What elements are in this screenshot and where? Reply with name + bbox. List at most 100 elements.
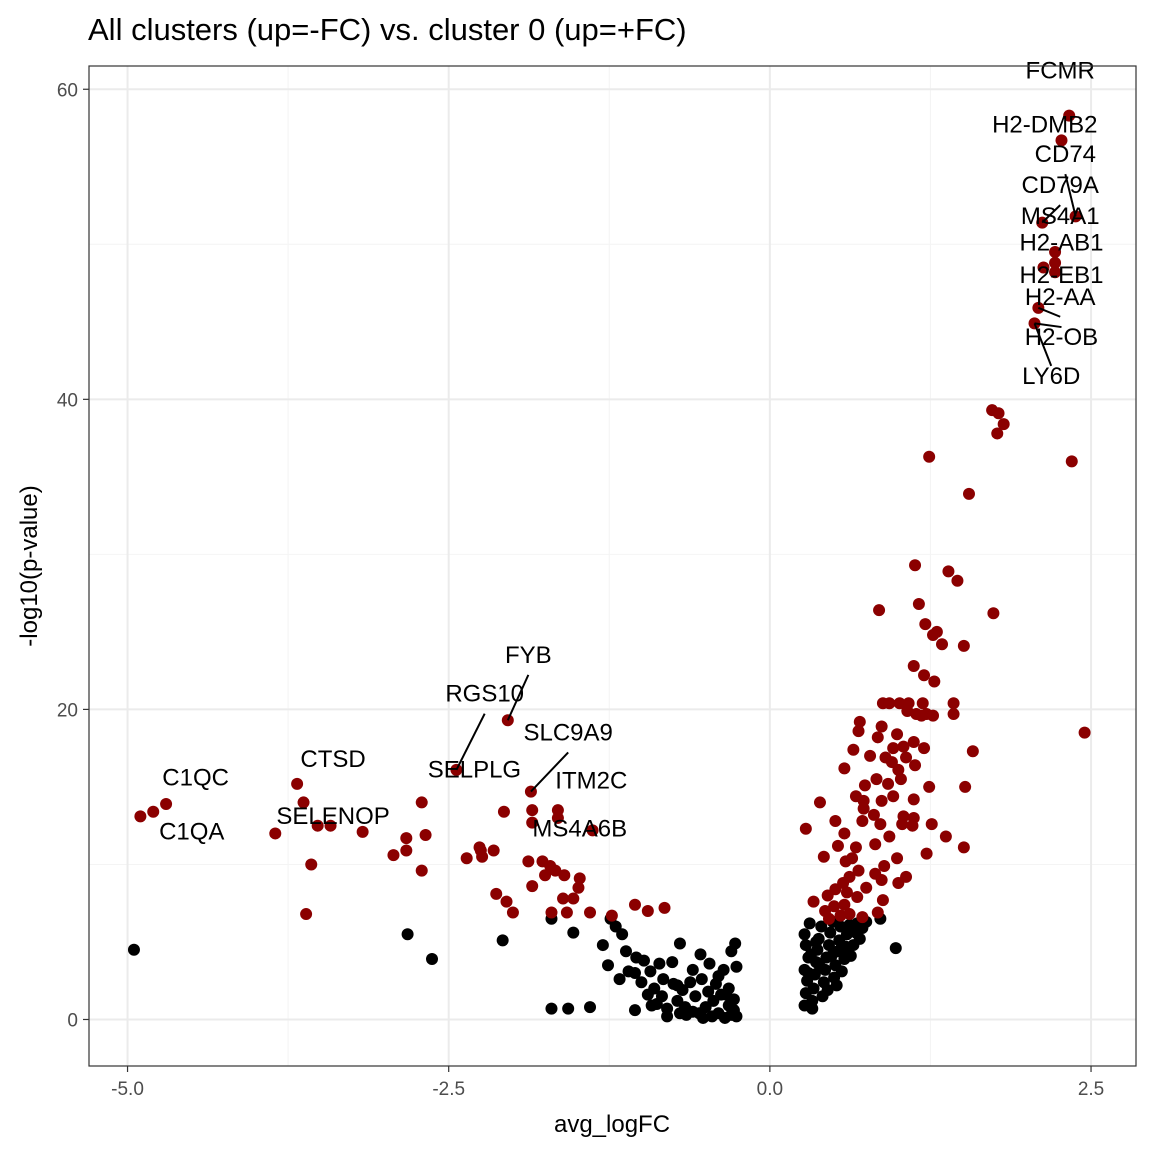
data-point-significant: [882, 777, 895, 790]
data-point-not-significant: [644, 965, 657, 978]
data-point-significant: [997, 418, 1010, 431]
data-point-significant: [947, 697, 960, 710]
gene-label: FCMR: [1026, 57, 1095, 84]
data-point-not-significant: [807, 982, 820, 995]
data-point-significant: [916, 697, 929, 710]
gene-label: LY6D: [1022, 363, 1080, 390]
gene-label: SELENOP: [276, 803, 389, 830]
data-point-significant: [870, 773, 883, 786]
data-point-significant: [838, 898, 851, 911]
data-point-significant: [821, 889, 834, 902]
data-point-significant: [828, 900, 841, 913]
y-axis-title: -log10(p-value): [16, 485, 43, 646]
data-point-significant: [269, 827, 282, 840]
data-point-not-significant: [684, 976, 697, 989]
x-axis-title: avg_logFC: [554, 1111, 670, 1138]
data-point-significant: [942, 565, 955, 578]
data-point-significant: [876, 894, 889, 907]
data-point-significant: [526, 804, 539, 817]
data-point-significant: [907, 793, 920, 806]
data-point-significant: [909, 559, 922, 572]
data-point-not-significant: [822, 939, 835, 952]
data-point-not-significant: [712, 1007, 725, 1020]
gene-label: C1QA: [159, 819, 224, 846]
data-point-not-significant: [729, 937, 742, 950]
data-point-significant: [858, 779, 871, 792]
data-point-not-significant: [426, 953, 439, 966]
data-point-significant: [875, 720, 888, 733]
data-point-not-significant: [689, 990, 702, 1003]
leader-line: [455, 713, 486, 771]
data-point-significant: [1049, 246, 1062, 259]
data-point-significant: [291, 777, 304, 790]
data-point-significant: [883, 830, 896, 843]
data-point-significant: [887, 742, 900, 755]
leader-line: [1064, 173, 1077, 217]
data-point-significant: [834, 909, 847, 922]
data-point-significant: [1065, 455, 1078, 468]
leader-line: [506, 674, 530, 721]
data-point-not-significant: [804, 948, 817, 961]
data-point-significant: [927, 709, 940, 722]
data-point-not-significant: [657, 973, 670, 986]
data-point-significant: [919, 618, 932, 631]
data-point-not-significant: [802, 966, 815, 979]
data-point-not-significant: [853, 932, 866, 945]
data-point-significant: [586, 824, 599, 837]
data-point-significant: [856, 815, 869, 828]
data-point-significant: [839, 855, 852, 868]
data-point-significant: [560, 906, 573, 919]
data-point-significant: [900, 751, 913, 764]
data-point-significant: [1063, 109, 1076, 122]
data-point-significant: [460, 852, 473, 865]
data-point-significant: [867, 808, 880, 821]
data-point-significant: [923, 450, 936, 463]
data-point-not-significant: [667, 977, 680, 990]
y-tick-label: 20: [57, 700, 78, 721]
gene-label: ITM2C: [555, 767, 627, 794]
data-point-significant: [160, 797, 173, 810]
data-point-significant: [838, 762, 851, 775]
data-point-significant: [1037, 261, 1050, 274]
data-point-significant: [966, 745, 979, 758]
data-point-not-significant: [806, 1002, 819, 1015]
data-point-not-significant: [619, 945, 632, 958]
data-point-significant: [297, 796, 310, 809]
data-point-significant: [875, 873, 888, 886]
data-point-not-significant: [645, 999, 658, 1012]
gene-label: H2-DMB2: [992, 112, 1097, 139]
data-point-significant: [957, 639, 970, 652]
data-point-significant: [415, 796, 428, 809]
x-axis: -5.0 -2.5 0.0 2.5: [111, 1066, 1104, 1100]
data-point-significant: [892, 763, 905, 776]
data-point-significant: [927, 628, 940, 641]
data-point-not-significant: [825, 949, 838, 962]
data-point-significant: [311, 819, 324, 832]
data-point-significant: [871, 731, 884, 744]
data-point-significant: [936, 638, 949, 651]
data-point-not-significant: [584, 1001, 597, 1014]
data-point-significant: [962, 487, 975, 500]
data-point-significant: [558, 869, 571, 882]
y-tick-label: 40: [57, 390, 78, 411]
data-point-significant: [549, 864, 562, 877]
data-point-significant: [959, 780, 972, 793]
data-point-not-significant: [840, 928, 853, 941]
data-point-significant: [923, 780, 936, 793]
gene-label: CD79A: [1022, 172, 1099, 199]
data-point-significant: [526, 880, 539, 893]
data-point-significant: [557, 892, 570, 905]
data-point-not-significant: [813, 960, 826, 973]
data-point-not-significant: [401, 928, 414, 941]
data-point-significant: [891, 728, 904, 741]
data-point-significant: [893, 697, 906, 710]
data-point-significant: [831, 839, 844, 852]
data-point-not-significant: [702, 985, 715, 998]
data-point-not-significant: [815, 920, 828, 933]
x-tick-label: 0.0: [757, 1079, 783, 1100]
data-point-significant: [500, 895, 513, 908]
data-point-significant: [909, 759, 922, 772]
data-point-not-significant: [798, 928, 811, 941]
data-point-significant: [906, 819, 919, 832]
